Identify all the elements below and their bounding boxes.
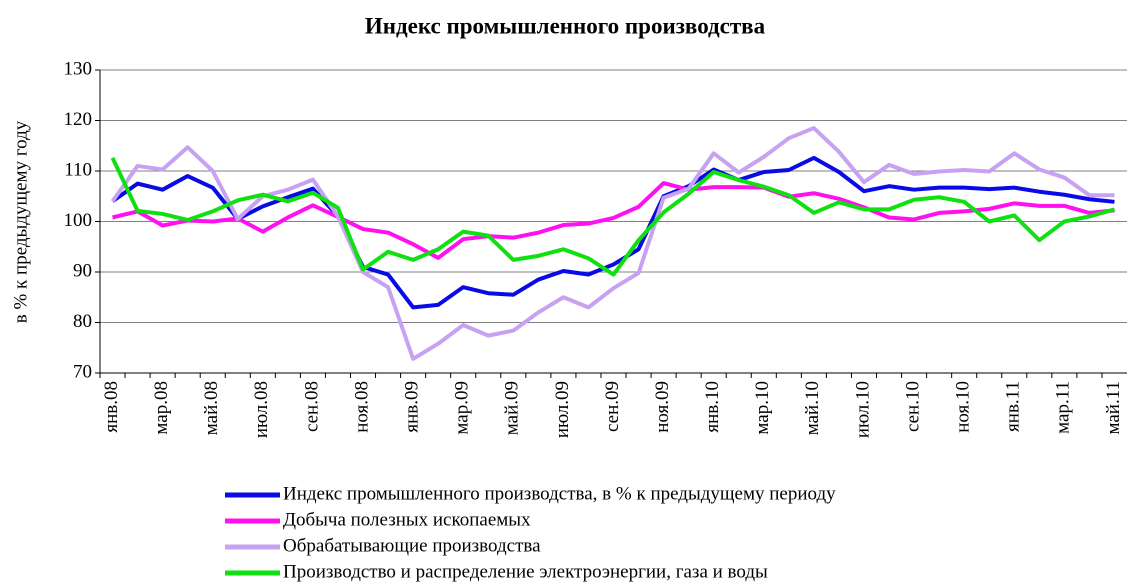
legend-label: Обрабатывающие производства (283, 535, 541, 556)
x-tick-label: янв.09 (401, 381, 422, 433)
x-tick-label: мар.08 (151, 381, 172, 435)
legend-label: Производство и распределение электроэнер… (283, 561, 768, 582)
x-tick-label: сен.08 (301, 381, 322, 432)
y-tick-label: 130 (64, 58, 93, 79)
chart-title: Индекс промышленного производства (365, 13, 766, 38)
x-tick-label: ноя.10 (953, 381, 974, 433)
x-tick-label: мар.11 (1053, 381, 1074, 434)
x-tick-label: июл.08 (251, 381, 272, 438)
y-tick-label: 80 (73, 311, 92, 332)
x-tick-label: мар.10 (752, 381, 773, 435)
x-tick-label: янв.11 (1003, 381, 1024, 432)
x-tick-label: сен.10 (902, 381, 923, 432)
legend-label: Добыча полезных ископаемых (283, 509, 531, 530)
y-tick-label: 90 (73, 260, 92, 281)
series-line (112, 181, 1115, 260)
x-tick-label: ноя.09 (652, 381, 673, 433)
x-tick-label: мар.09 (452, 381, 473, 435)
x-tick-label: янв.08 (101, 381, 122, 433)
series-line (110, 157, 1116, 277)
x-tick-label: сен.09 (602, 381, 623, 432)
y-tick-label: 110 (64, 159, 92, 180)
x-tick-label: ноя.08 (351, 381, 372, 433)
x-tick-label: май.11 (1103, 381, 1124, 435)
x-tick-label: июл.09 (552, 381, 573, 438)
y-tick-label: 100 (64, 210, 93, 231)
x-tick-label: май.08 (201, 381, 222, 435)
y-tick-label: 70 (73, 361, 92, 382)
y-axis-label: в % к предыдущему году (10, 120, 31, 323)
series-line (110, 126, 1115, 361)
legend-label: Индекс промышленного производства, в % к… (283, 483, 836, 504)
x-tick-label: май.09 (502, 381, 523, 435)
x-tick-label: май.10 (802, 381, 823, 435)
y-tick-label: 120 (64, 109, 93, 130)
x-tick-label: янв.10 (702, 381, 723, 433)
x-tick-label: июл.10 (852, 381, 873, 438)
